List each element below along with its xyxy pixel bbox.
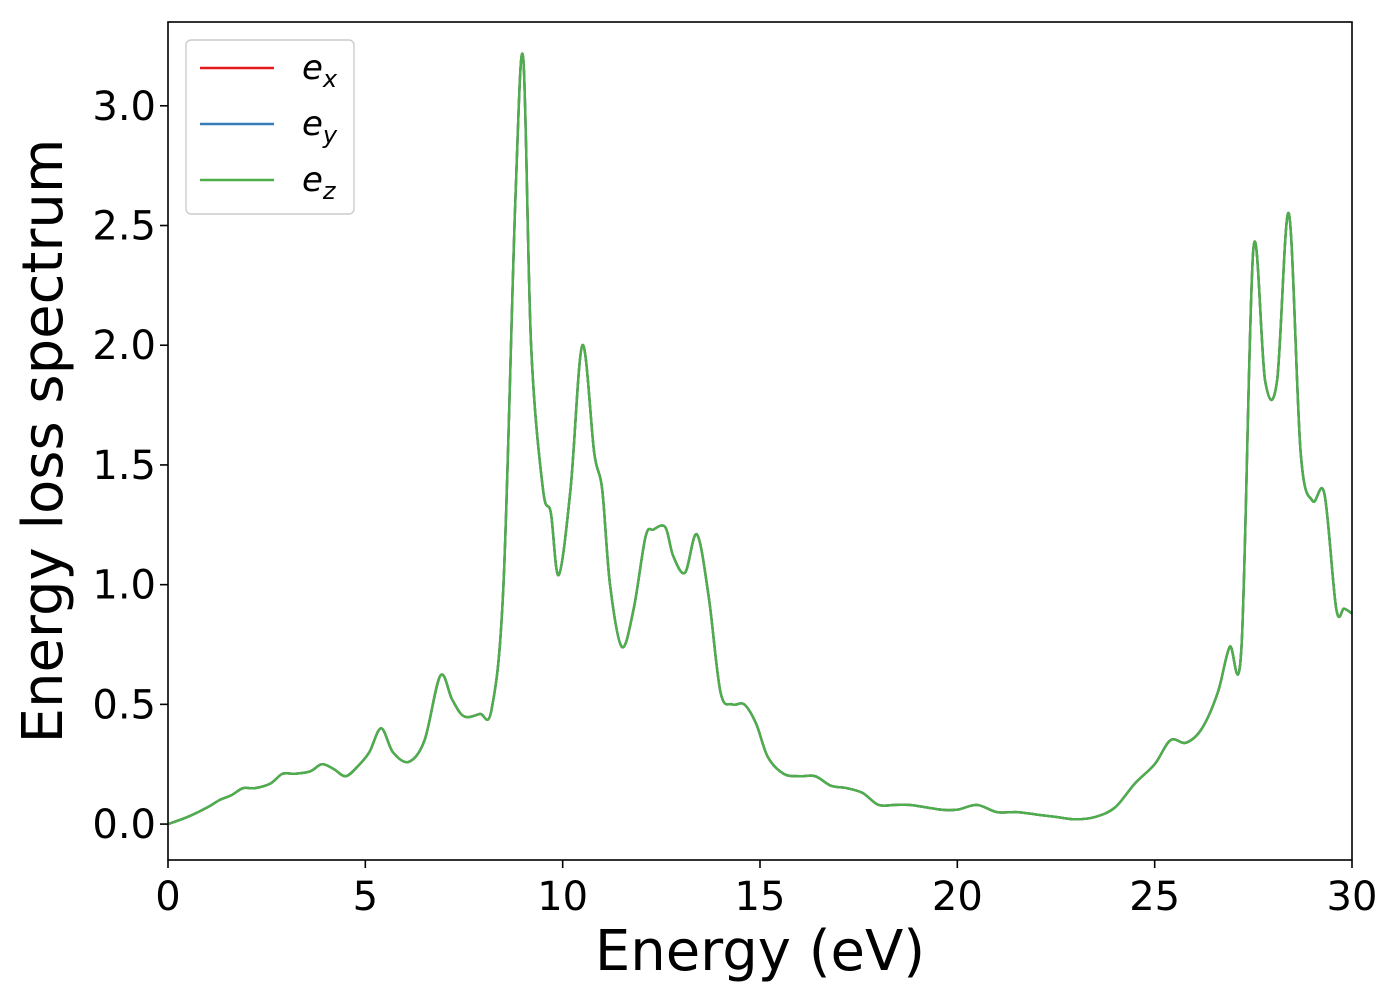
x-tick-label: 5 [353,874,378,920]
y-axis-ticks: 0.0 0.5 1.0 1.5 2.0 2.5 3.0 [92,84,168,848]
x-tick-label: 20 [932,874,983,920]
legend-label-z: ez [302,160,337,205]
x-tick-label: 10 [537,874,588,920]
x-tick-label: 30 [1327,874,1378,920]
series-layer [167,52,1353,826]
y-tick-label: 0.5 [92,682,156,728]
y-axis-label: Energy loss spectrum [11,139,76,744]
y-tick-label: 3.0 [92,84,156,130]
y-tick-label: 1.0 [92,563,156,609]
x-tick-label: 25 [1129,874,1180,920]
x-tick-label: 0 [155,874,180,920]
x-axis-ticks: 0 5 10 15 20 25 30 [155,860,1377,920]
series-line-e_z [167,52,1353,826]
y-tick-label: 2.0 [92,323,156,369]
y-tick-label: 1.5 [92,443,156,489]
x-tick-label: 15 [735,874,786,920]
legend-box [185,39,355,215]
y-tick-label: 2.5 [92,204,156,250]
x-axis-label: Energy (eV) [595,919,925,984]
y-tick-label: 0.0 [92,802,156,848]
